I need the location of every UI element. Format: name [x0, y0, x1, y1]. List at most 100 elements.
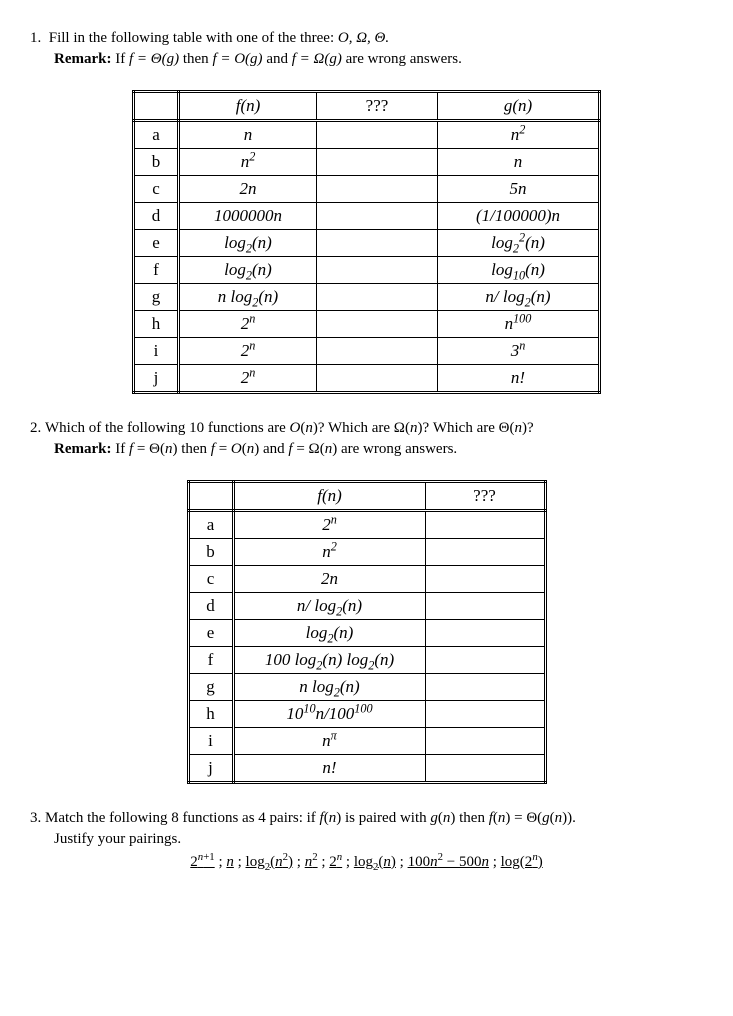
row-label: h	[188, 701, 233, 728]
table-row: bn2 n	[134, 149, 600, 176]
table-1-head-q: ???	[317, 92, 438, 121]
cell-g: 5n	[438, 176, 600, 203]
problem-3-text-1: Match the following 8 functions as 4 pai…	[45, 810, 576, 826]
cell-f: 100 log2(n) log2(n)	[233, 647, 425, 674]
remark-text: then	[179, 51, 212, 67]
cell-f: n/ log2(n)	[233, 593, 425, 620]
table-row: c2n	[188, 566, 545, 593]
cell-answer	[317, 365, 438, 393]
table-2-wrap: f(n) ??? a2nbn2c2ndn/ log2(n)elog2(n)f10…	[30, 480, 703, 784]
table-1-corner	[134, 92, 179, 121]
row-label: f	[134, 257, 179, 284]
cell-answer	[317, 311, 438, 338]
remark-text: If f = Θ(n) then f = O(n) and f = Ω(n) a…	[111, 441, 457, 457]
cell-f: n	[179, 121, 317, 149]
cell-answer	[425, 620, 545, 647]
row-label: g	[188, 674, 233, 701]
table-row: a2n	[188, 511, 545, 539]
table-2-corner	[188, 482, 233, 511]
table-1-head-g: g(n)	[438, 92, 600, 121]
remark-label: Remark:	[54, 51, 111, 67]
problem-1-text-a: Fill in the following table with one of …	[49, 30, 338, 46]
cell-answer	[317, 257, 438, 284]
table-row: f100 log2(n) log2(n)	[188, 647, 545, 674]
cell-f: n log2(n)	[179, 284, 317, 311]
head-g-text: g(n)	[504, 96, 532, 115]
cell-f: 2n	[179, 176, 317, 203]
row-label: i	[188, 728, 233, 755]
row-label: j	[188, 755, 233, 783]
table-2-head-q: ???	[425, 482, 545, 511]
cell-f: n!	[233, 755, 425, 783]
cell-f: log2(n)	[233, 620, 425, 647]
row-label: h	[134, 311, 179, 338]
cell-answer	[425, 593, 545, 620]
table-row: bn2	[188, 539, 545, 566]
cell-g: log10(n)	[438, 257, 600, 284]
table-row: flog2(n) log10(n)	[134, 257, 600, 284]
cell-answer	[317, 230, 438, 257]
problem-3-line1: 3. Match the following 8 functions as 4 …	[30, 810, 703, 827]
cell-answer	[317, 203, 438, 230]
cell-answer	[425, 511, 545, 539]
problem-2-number: 2.	[30, 420, 41, 436]
row-label: g	[134, 284, 179, 311]
problem-2: 2. Which of the following 10 functions a…	[30, 420, 703, 784]
cell-g: (1/100000)n	[438, 203, 600, 230]
row-label: a	[134, 121, 179, 149]
problem-1: 1. Fill in the following table with one …	[30, 30, 703, 394]
table-2: f(n) ??? a2nbn2c2ndn/ log2(n)elog2(n)f10…	[187, 480, 547, 784]
problem-1-remark: Remark: If f = Θ(g) then f = O(g) and f …	[30, 51, 703, 68]
cell-f: 2n	[179, 311, 317, 338]
row-label: b	[134, 149, 179, 176]
cell-f: log2(n)	[179, 257, 317, 284]
row-label: e	[188, 620, 233, 647]
table-row: inπ	[188, 728, 545, 755]
table-row: elog2(n)log22(n)	[134, 230, 600, 257]
cell-f: 1000000n	[179, 203, 317, 230]
problem-3-functions: 2n+1 ; n ; log2(n2) ; n2 ; 2n ; log2(n) …	[30, 854, 703, 871]
cell-g: n!	[438, 365, 600, 393]
table-row: d1000000n(1/100000)n	[134, 203, 600, 230]
table-1-head-f: f(n)	[179, 92, 317, 121]
remark-eq: f = O(g)	[212, 51, 262, 67]
cell-f: 2n	[179, 338, 317, 365]
cell-f: log2(n)	[179, 230, 317, 257]
row-label: f	[188, 647, 233, 674]
cell-answer	[317, 149, 438, 176]
cell-g: log22(n)	[438, 230, 600, 257]
row-label: i	[134, 338, 179, 365]
problem-2-remark: Remark: If f = Θ(n) then f = O(n) and f …	[30, 441, 703, 458]
cell-answer	[425, 728, 545, 755]
cell-f: 2n	[233, 566, 425, 593]
table-row: elog2(n)	[188, 620, 545, 647]
table-row: j2nn!	[134, 365, 600, 393]
remark-eq: f = Ω(g)	[292, 51, 342, 67]
cell-f: n2	[179, 149, 317, 176]
table-row: dn/ log2(n)	[188, 593, 545, 620]
cell-answer	[425, 647, 545, 674]
table-row: c2n 5n	[134, 176, 600, 203]
table-row: h1010n/100100	[188, 701, 545, 728]
table-row: h2nn100	[134, 311, 600, 338]
remark-text: and	[263, 51, 292, 67]
table-row: gn log2(n)	[188, 674, 545, 701]
remark-label: Remark:	[54, 441, 111, 457]
table-1-wrap: f(n) ??? g(n) ann2bn2nc2n5nd1000000n(1/1…	[30, 90, 703, 394]
cell-f: 2n	[179, 365, 317, 393]
row-label: c	[134, 176, 179, 203]
cell-answer	[425, 539, 545, 566]
cell-g: n	[438, 149, 600, 176]
cell-f: 1010n/100100	[233, 701, 425, 728]
problem-3-number: 3.	[30, 810, 41, 826]
cell-f: n log2(n)	[233, 674, 425, 701]
problem-3-line2: Justify your pairings.	[30, 831, 703, 848]
cell-g: n2	[438, 121, 600, 149]
cell-answer	[317, 176, 438, 203]
row-label: d	[188, 593, 233, 620]
cell-answer	[425, 566, 545, 593]
problem-2-text: Which of the following 10 functions are …	[45, 420, 534, 436]
problem-3: 3. Match the following 8 functions as 4 …	[30, 810, 703, 871]
cell-answer	[425, 701, 545, 728]
remark-eq: f = Θ(g)	[129, 51, 179, 67]
